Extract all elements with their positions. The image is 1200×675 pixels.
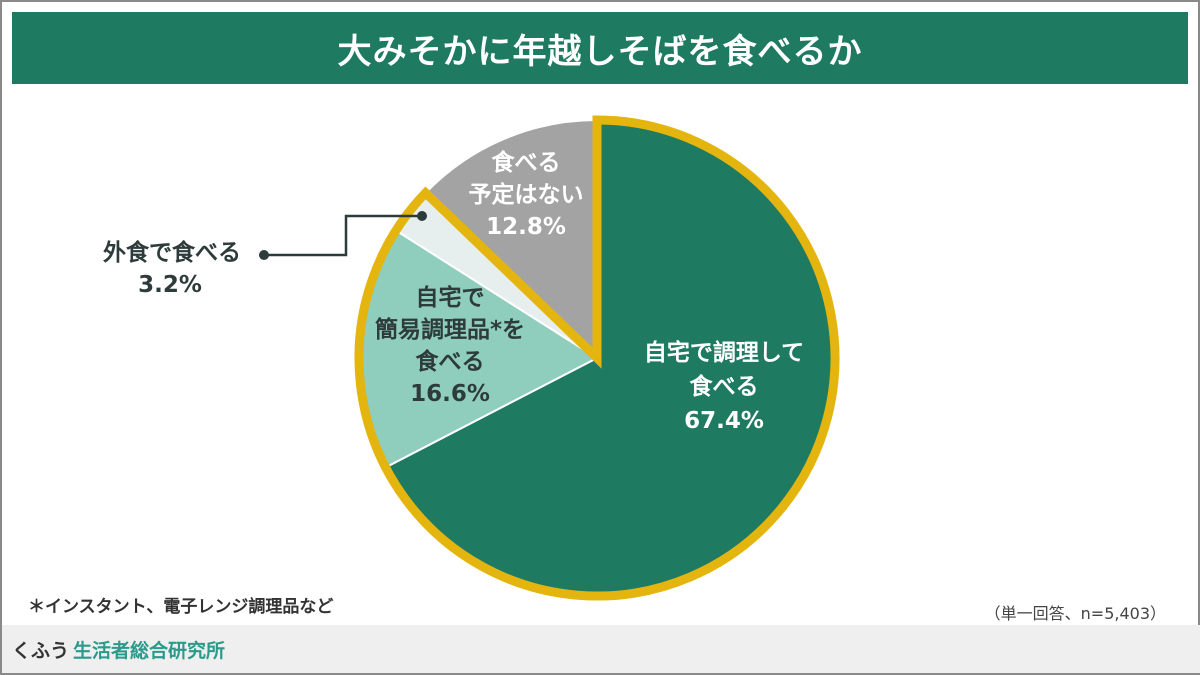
slice-label-0: 自宅で調理して食べる 67.4% <box>644 339 804 434</box>
footer: くふう 生活者総合研究所 <box>2 625 1200 673</box>
leader-dot-left <box>259 250 269 260</box>
leader-line <box>264 214 422 257</box>
highlight-outline <box>354 115 840 601</box>
sample-note: （単一回答、n=5,403） <box>984 604 1166 623</box>
slice-label-2: 外食で食べる 3.2% <box>103 239 241 298</box>
brand-prefix: くふう <box>12 639 70 662</box>
slice-label-3: 食べる予定はない 12.8% <box>469 149 584 240</box>
brand-name: 生活者総合研究所 <box>73 639 226 662</box>
chart-title: 大みそかに年越しそばを食べるか <box>337 31 863 72</box>
pie-slice-3 <box>424 118 598 361</box>
footnote: ＊インスタント、電子レンジ調理品など <box>28 597 334 617</box>
title-bar: 大みそかに年越しそばを食べるか <box>12 12 1188 84</box>
leader-dot-slice <box>417 211 427 221</box>
slice-label-1: 自宅で簡易調理品*を食べる 16.6% <box>375 284 525 407</box>
